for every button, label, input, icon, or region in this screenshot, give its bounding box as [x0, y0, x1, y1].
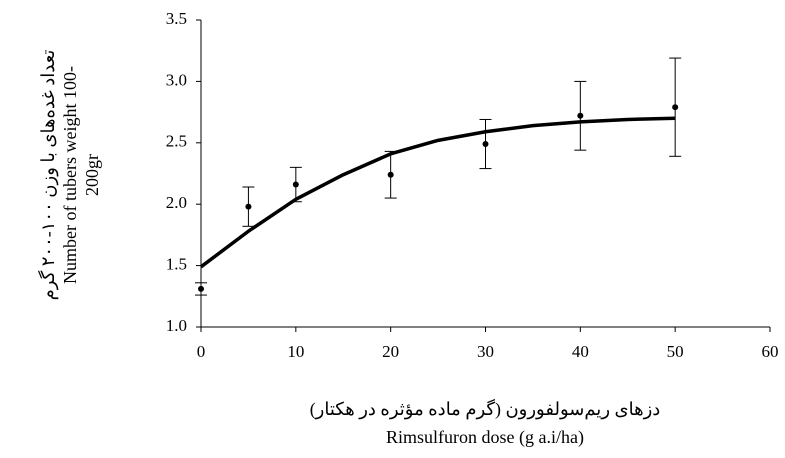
y-tick-label: 2.5	[166, 132, 187, 151]
data-point	[482, 141, 489, 148]
data-point	[672, 104, 679, 111]
y-tick-label: 1.5	[166, 255, 187, 274]
y-axis-title: 200gr	[82, 154, 102, 196]
x-tick-label: 60	[762, 342, 779, 361]
data-point	[292, 181, 299, 188]
y-tick-label: 1.0	[166, 316, 187, 335]
fit-curve	[199, 116, 676, 269]
x-axis-title: Rimsulfuron dose (g a.i/ha)	[386, 427, 584, 448]
y-tick-label: 3.0	[166, 70, 187, 89]
x-tick-label: 20	[382, 342, 399, 361]
x-tick-label: 0	[197, 342, 206, 361]
x-tick-label: 50	[667, 342, 684, 361]
data-point	[198, 285, 204, 292]
data-point	[577, 112, 584, 119]
x-tick-label: 40	[572, 342, 589, 361]
y-tick-label: 3.5	[166, 9, 187, 28]
y-tick-label: 2.0	[166, 193, 187, 212]
y-axis-title: تعداد غده‌های با وزن ۱۰۰-۲۰۰ گرم	[37, 50, 59, 301]
x-tick-label: 30	[477, 342, 494, 361]
y-axis-title: Number of tubers weight 100-	[60, 66, 80, 284]
data-point	[245, 203, 252, 210]
x-tick-label: 10	[287, 342, 304, 361]
x-axis-title: دزهای ریم‌سولفورون (گرم ماده مؤثره در هک…	[310, 398, 661, 420]
data-point	[387, 171, 394, 178]
